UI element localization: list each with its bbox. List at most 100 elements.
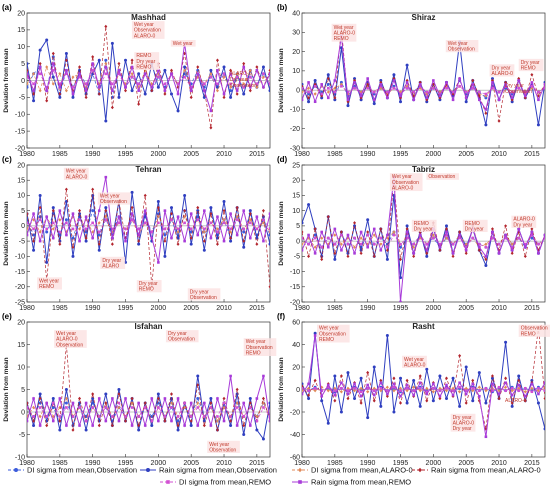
data-point [110, 423, 114, 428]
annotation-label: REMO [521, 331, 536, 337]
data-point [117, 388, 121, 391]
x-tick-label: 2010 [491, 460, 507, 467]
x-tick-label: 2010 [491, 151, 507, 158]
y-tick-label: -10 [15, 454, 25, 461]
data-point [117, 61, 121, 66]
x-tick-label: 1985 [327, 460, 343, 467]
data-point [111, 89, 114, 92]
x-tick-label: 2005 [183, 151, 199, 158]
data-point [104, 401, 108, 405]
data-point [471, 78, 475, 83]
data-point [353, 221, 357, 225]
data-point [399, 300, 402, 302]
data-point [543, 83, 545, 86]
data-point [491, 81, 494, 84]
data-point [379, 84, 383, 88]
data-point [530, 230, 534, 234]
x-tick-label: 1995 [118, 151, 134, 158]
y-tick-label: -20 [290, 409, 300, 416]
data-point [71, 212, 75, 216]
data-point [222, 72, 226, 76]
data-point [412, 90, 415, 94]
data-point [71, 75, 75, 79]
data-point [366, 416, 370, 420]
data-point [484, 94, 488, 98]
data-point [38, 230, 42, 234]
data-point [51, 51, 55, 56]
data-point [464, 251, 468, 255]
data-point [366, 82, 370, 87]
panel-c: -25 -20 -15 -10 -5 0 5 10 15 20 1980 1985 1990 1995 20… [2, 155, 271, 312]
data-point [32, 419, 36, 423]
data-point [111, 236, 114, 240]
data-point [491, 382, 494, 386]
x-tick-label: 2015 [524, 460, 540, 467]
data-point [150, 419, 154, 423]
data-point [412, 245, 416, 249]
data-point [366, 370, 370, 375]
data-point [346, 104, 350, 108]
data-point [385, 248, 389, 252]
data-point [490, 376, 494, 380]
data-point [464, 90, 468, 94]
data-point [124, 227, 127, 231]
data-point [425, 254, 429, 258]
y-tick-label: 15 [292, 193, 300, 200]
data-point [248, 75, 252, 79]
y-axis-label: Deviation from mean [278, 48, 285, 112]
data-point [58, 82, 62, 86]
x-tick-label: 2015 [249, 151, 265, 158]
data-point [248, 406, 252, 409]
data-point [64, 218, 68, 222]
data-point [45, 38, 49, 42]
data-point [229, 236, 233, 240]
data-point [302, 98, 304, 102]
data-point [313, 251, 317, 255]
data-point [268, 233, 270, 237]
data-point [504, 236, 507, 240]
data-point [333, 242, 337, 246]
data-point [170, 406, 173, 409]
data-point [333, 227, 337, 231]
data-point [320, 94, 324, 98]
data-point [302, 382, 304, 386]
data-point [51, 397, 55, 400]
data-point [392, 73, 396, 77]
y-axis-label: Deviation from mean [278, 357, 285, 421]
y-tick-label: 10 [17, 193, 25, 200]
data-point [510, 242, 514, 246]
data-point [255, 82, 259, 86]
data-point [45, 401, 49, 405]
data-point [91, 392, 95, 396]
data-point [27, 75, 29, 79]
data-point [91, 221, 94, 225]
data-point [302, 248, 304, 252]
data-point [183, 208, 187, 213]
data-point [268, 419, 270, 423]
annotation-label: Dry year [453, 426, 472, 432]
data-point [27, 406, 29, 409]
data-point [64, 388, 68, 391]
data-point [497, 385, 501, 389]
data-point [392, 76, 396, 81]
data-point [405, 86, 409, 90]
data-point [235, 92, 239, 96]
series-group [302, 325, 545, 439]
x-tick-label: 1995 [393, 305, 409, 312]
data-point [333, 399, 337, 403]
y-tick-label: 0 [296, 238, 300, 245]
data-point [242, 415, 246, 418]
data-point [425, 251, 429, 255]
data-point [451, 389, 455, 392]
data-point [91, 424, 94, 427]
annotation-label: Dry year [513, 222, 532, 228]
data-point [320, 92, 324, 96]
data-point [130, 65, 134, 69]
data-point [235, 215, 239, 219]
data-point [137, 82, 140, 86]
data-point [302, 221, 304, 225]
x-tick-label: 1990 [85, 305, 101, 312]
x-tick-label: 1985 [52, 460, 68, 467]
legend-item: Rain sigma from mean,Observation [140, 466, 277, 475]
data-point [491, 389, 494, 392]
